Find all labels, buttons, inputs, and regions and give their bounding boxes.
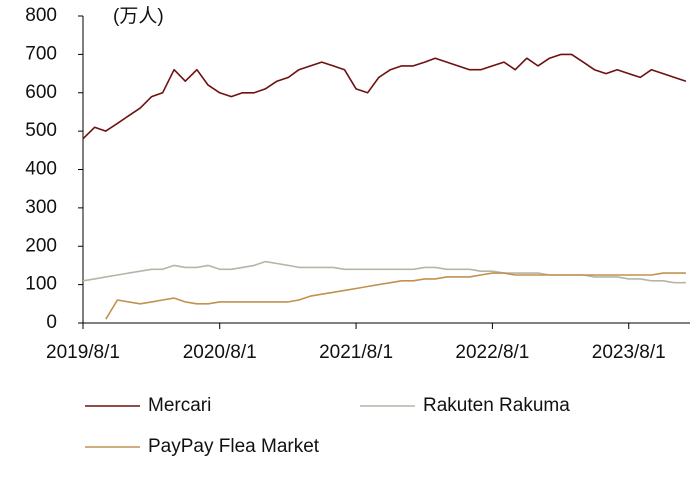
y-tick-label: 200 [25,235,57,256]
y-tick-label: 100 [25,274,57,295]
x-tick-label: 2022/8/1 [455,342,529,363]
x-tick-label: 2020/8/1 [183,342,257,363]
legend-label: Mercari [148,395,211,416]
unit-label: (万人) [113,5,164,27]
y-tick-label: 500 [25,120,57,141]
y-tick-label: 0 [46,312,57,333]
y-tick-label: 600 [25,82,57,103]
legend-label: PayPay Flea Market [148,436,320,457]
x-tick-label: 2021/8/1 [319,342,393,363]
y-tick-label: 300 [25,197,57,218]
y-tick-label: 700 [25,43,57,64]
x-tick-label: 2019/8/1 [46,342,120,363]
series-line [105,272,686,320]
legend-label: Rakuten Rakuma [423,395,570,416]
series-line [82,53,687,140]
x-tick-label: 2023/8/1 [592,342,666,363]
y-tick-label: 400 [25,159,57,180]
series-line [82,260,686,284]
y-tick-label: 800 [25,5,57,26]
